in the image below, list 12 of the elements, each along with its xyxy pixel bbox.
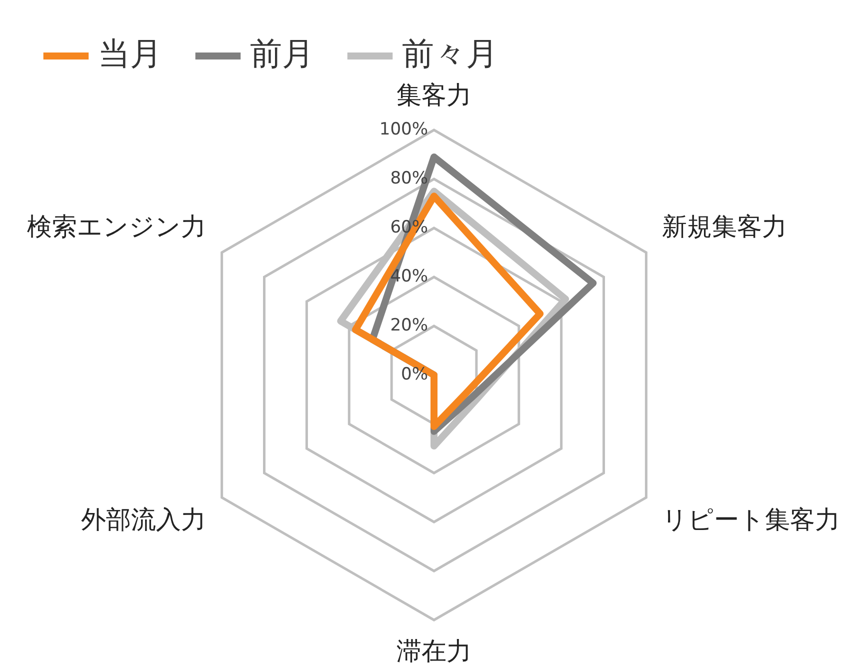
spoke-label: 集客力 (396, 80, 472, 110)
y-tick-label: 20% (390, 315, 428, 336)
legend-label: 当月 (98, 34, 162, 72)
spoke-label: 外部流入力 (81, 505, 206, 534)
legend-label: 前月 (250, 34, 314, 72)
legend-label: 前々月 (402, 34, 498, 72)
y-tick-label: 0% (401, 364, 428, 384)
spoke-label: 滞在力 (396, 636, 472, 666)
y-tick-label: 100% (379, 119, 428, 140)
spoke-label: リピート集客力 (662, 505, 840, 534)
spoke-label: 新規集客力 (662, 212, 787, 241)
spoke-label: 検索エンジン力 (27, 212, 206, 241)
